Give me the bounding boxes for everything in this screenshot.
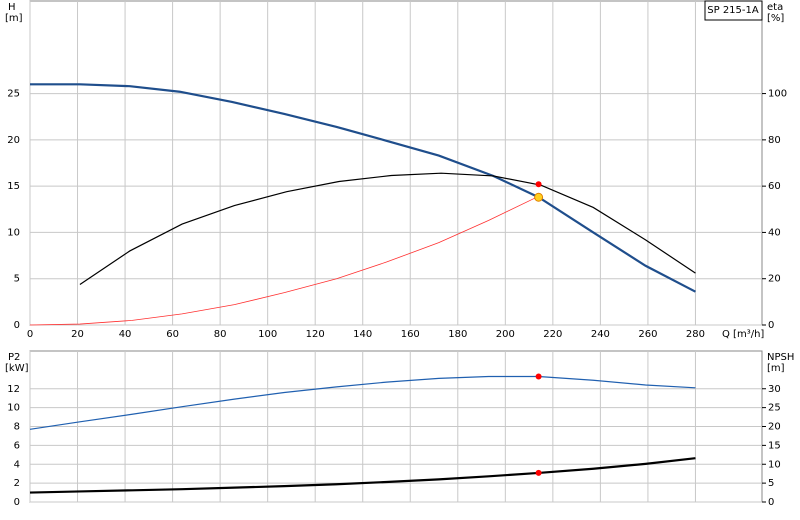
title-box (704, 0, 763, 21)
y2-tick-label: 25 (768, 403, 781, 414)
x-tick-label: 60 (166, 329, 179, 340)
y2-axis-unit: [m] (767, 363, 785, 374)
y-tick-label: 6 (14, 440, 20, 451)
y2-tick-label: 60 (768, 181, 781, 192)
y2-tick-label: 0 (768, 320, 774, 331)
y-tick-label: 10 (7, 227, 20, 238)
duty-point (535, 373, 542, 380)
y2-axis-label: NPSH (767, 352, 794, 363)
y-tick-label: 10 (7, 403, 20, 414)
duty-point (535, 181, 542, 188)
y2-tick-label: 0 (768, 497, 774, 508)
duty-point (534, 192, 544, 202)
x-axis-label: Q [m³/h] (722, 329, 764, 340)
y-tick-label: 0 (14, 497, 20, 508)
y2-tick-label: 30 (768, 384, 781, 395)
x-tick-label: 40 (119, 329, 132, 340)
x-tick-label: 220 (543, 329, 562, 340)
y2-tick-label: 10 (768, 459, 781, 470)
chart-title: SP 215-1A (707, 5, 759, 16)
y2-tick-label: 20 (768, 274, 781, 285)
y2-axis-label: eta (767, 2, 783, 13)
x-tick-label: 80 (214, 329, 227, 340)
x-tick-label: 280 (686, 329, 705, 340)
y-tick-label: 20 (7, 135, 20, 146)
y-axis-label: H (8, 2, 16, 13)
y2-tick-label: 20 (768, 422, 781, 433)
y2-tick-label: 40 (768, 227, 781, 238)
y2-tick-label: 100 (768, 89, 787, 100)
y-tick-label: 5 (14, 274, 20, 285)
y-tick-label: 8 (14, 422, 20, 433)
x-tick-label: 260 (638, 329, 657, 340)
curve (29, 457, 696, 494)
x-tick-label: 140 (353, 329, 372, 340)
x-tick-label: 200 (496, 329, 515, 340)
x-tick-label: 180 (448, 329, 467, 340)
y-tick-label: 4 (14, 459, 20, 470)
x-tick-label: 0 (27, 329, 33, 340)
y-tick-label: 0 (14, 320, 20, 331)
y-axis-unit: [m] (5, 13, 23, 24)
y-tick-label: 2 (14, 478, 20, 489)
y-tick-label: 15 (7, 181, 20, 192)
x-tick-label: 100 (258, 329, 277, 340)
y2-tick-label: 15 (768, 440, 781, 451)
x-tick-label: 120 (306, 329, 325, 340)
y-axis-unit: [kW] (5, 363, 29, 374)
x-tick-label: 160 (401, 329, 420, 340)
y2-tick-label: 80 (768, 135, 781, 146)
curve (29, 195, 539, 326)
curve (29, 375, 696, 430)
plot-frame (29, 0, 763, 326)
curve (79, 172, 696, 285)
duty-point (535, 469, 542, 476)
x-tick-label: 20 (71, 329, 84, 340)
y2-tick-label: 5 (768, 478, 774, 489)
curve (30, 83, 696, 293)
x-tick-label: 240 (591, 329, 610, 340)
y-axis-label: P2 (8, 352, 20, 363)
y2-axis-unit: [%] (767, 13, 784, 24)
y-tick-label: 25 (7, 89, 20, 100)
y-tick-label: 12 (7, 384, 20, 395)
